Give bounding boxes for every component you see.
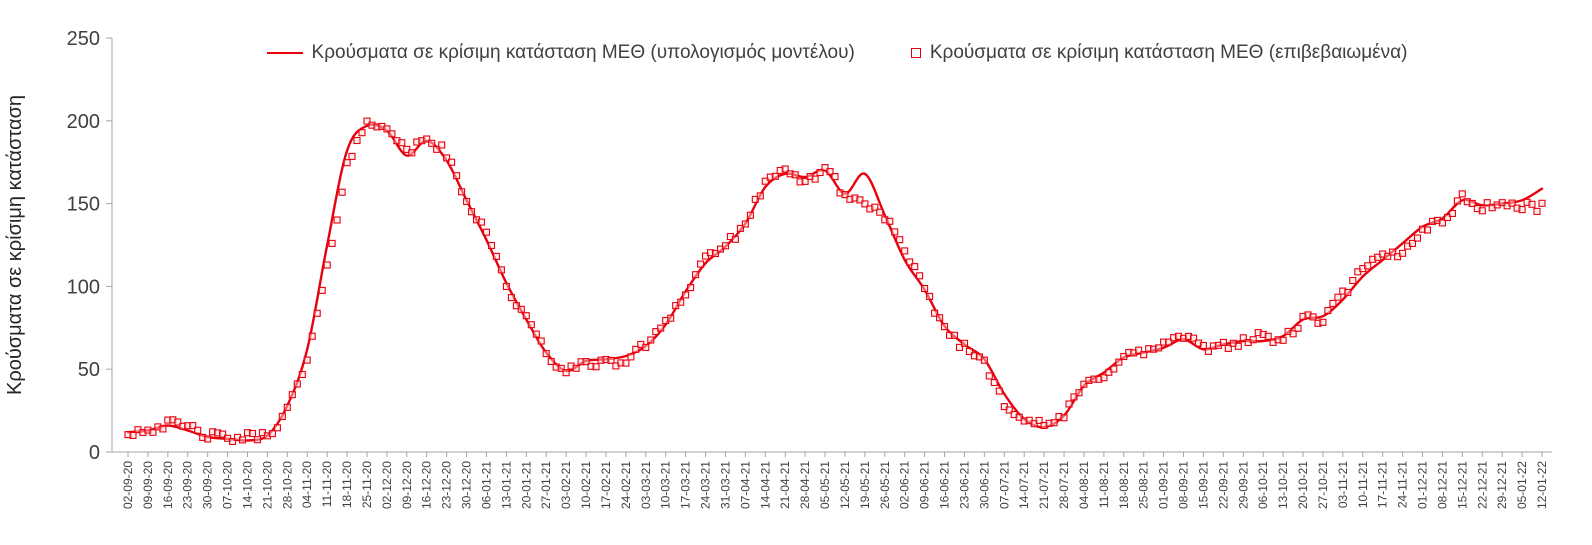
svg-text:21-10-20: 21-10-20 [260,461,274,509]
svg-text:19-05-21: 19-05-21 [858,461,872,509]
chart-legend: Κρούσματα σε κρίσιμη κατάσταση ΜΕΘ (υπολ… [112,42,1562,64]
svg-text:24-03-21: 24-03-21 [699,461,713,509]
svg-text:28-10-20: 28-10-20 [280,461,294,509]
y-axis-ticks: 0 50 100 150 200 250 [67,28,112,464]
x-axis-ticks: 02-09-20 09-09-20 16-09-20 23-09-20 30-09-20… [121,452,1549,509]
svg-text:0: 0 [89,442,100,464]
svg-text:11-08-21: 11-08-21 [1097,461,1111,508]
svg-text:27-01-21: 27-01-21 [539,461,553,509]
svg-text:25-08-21: 25-08-21 [1137,461,1151,509]
legend-label-model: Κρούσματα σε κρίσιμη κατάσταση ΜΕΘ (υπολ… [311,42,855,63]
svg-text:31-03-21: 31-03-21 [718,461,732,509]
y-axis-title: Κρούσματα σε κρίσιμη κατάσταση [4,94,26,396]
svg-text:20-10-21: 20-10-21 [1296,461,1310,509]
confirmed-markers-series [124,117,1546,446]
svg-text:24-02-21: 24-02-21 [619,461,633,509]
svg-text:09-06-21: 09-06-21 [918,461,932,509]
svg-text:28-07-21: 28-07-21 [1057,461,1071,509]
svg-text:07-10-20: 07-10-20 [221,461,235,509]
svg-text:02-09-20: 02-09-20 [121,461,135,509]
svg-text:04-08-21: 04-08-21 [1077,461,1091,509]
svg-text:10-03-21: 10-03-21 [659,461,673,509]
svg-text:16-06-21: 16-06-21 [938,461,952,509]
legend-square-marker-icon [910,48,921,58]
svg-text:05-05-21: 05-05-21 [818,461,832,509]
svg-text:26-05-21: 26-05-21 [878,461,892,509]
svg-text:03-03-21: 03-03-21 [639,461,653,509]
svg-text:18-08-21: 18-08-21 [1117,461,1131,509]
svg-text:14-10-20: 14-10-20 [240,461,254,509]
svg-text:21-07-21: 21-07-21 [1037,461,1051,509]
svg-text:09-09-20: 09-09-20 [141,461,155,509]
svg-text:01-12-21: 01-12-21 [1416,461,1430,509]
svg-text:13-01-21: 13-01-21 [499,461,513,509]
svg-text:06-01-21: 06-01-21 [479,461,493,509]
svg-text:29-12-21: 29-12-21 [1495,461,1509,509]
svg-text:01-09-21: 01-09-21 [1157,461,1171,509]
legend-line-swatch [266,52,303,54]
svg-text:50: 50 [78,359,100,381]
svg-text:10-11-21: 10-11-21 [1356,461,1370,508]
svg-text:100: 100 [67,276,100,298]
svg-text:04-11-20: 04-11-20 [300,461,314,508]
svg-text:16-09-20: 16-09-20 [161,461,175,509]
svg-text:24-11-21: 24-11-21 [1396,461,1410,508]
svg-text:20-01-21: 20-01-21 [519,461,533,509]
svg-text:29-09-21: 29-09-21 [1236,461,1250,509]
svg-text:16-12-20: 16-12-20 [420,461,434,509]
svg-text:06-10-21: 06-10-21 [1256,461,1270,509]
svg-text:23-06-21: 23-06-21 [957,461,971,509]
svg-text:08-12-21: 08-12-21 [1435,461,1449,509]
svg-text:15-12-21: 15-12-21 [1455,461,1469,509]
svg-text:11-11-20: 11-11-20 [320,461,334,508]
svg-text:13-10-21: 13-10-21 [1276,461,1290,509]
svg-text:03-11-21: 03-11-21 [1336,461,1350,508]
svg-text:09-12-20: 09-12-20 [400,461,414,509]
svg-text:07-04-21: 07-04-21 [738,461,752,509]
svg-text:25-11-20: 25-11-20 [360,461,374,508]
svg-text:18-11-20: 18-11-20 [340,461,354,508]
svg-text:23-09-20: 23-09-20 [181,461,195,509]
legend-item-model: Κρούσματα σε κρίσιμη κατάσταση ΜΕΘ (υπολ… [266,42,855,64]
svg-text:22-09-21: 22-09-21 [1216,461,1230,509]
legend-label-confirmed: Κρούσματα σε κρίσιμη κατάσταση ΜΕΘ (επιβ… [929,42,1408,63]
svg-text:17-03-21: 17-03-21 [679,461,693,509]
svg-text:17-11-21: 17-11-21 [1376,461,1390,508]
axes [111,38,1552,453]
svg-text:14-04-21: 14-04-21 [758,461,772,509]
svg-text:07-07-21: 07-07-21 [997,461,1011,509]
model-line-series [126,123,1544,442]
legend-item-confirmed: Κρούσματα σε κρίσιμη κατάσταση ΜΕΘ (επιβ… [910,42,1408,64]
svg-text:250: 250 [67,28,100,50]
svg-text:28-04-21: 28-04-21 [798,461,812,509]
svg-text:15-09-21: 15-09-21 [1196,461,1210,509]
svg-text:27-10-21: 27-10-21 [1316,461,1330,509]
svg-text:05-01-22: 05-01-22 [1515,461,1529,509]
svg-text:12-01-22: 12-01-22 [1535,461,1549,509]
svg-text:200: 200 [67,111,100,133]
svg-text:08-09-21: 08-09-21 [1177,461,1191,509]
svg-text:02-12-20: 02-12-20 [380,461,394,509]
svg-text:23-12-20: 23-12-20 [440,461,454,509]
svg-text:30-12-20: 30-12-20 [460,461,474,509]
svg-text:02-06-21: 02-06-21 [898,461,912,509]
svg-text:17-02-21: 17-02-21 [599,461,613,509]
svg-text:12-05-21: 12-05-21 [838,461,852,509]
svg-text:30-06-21: 30-06-21 [977,461,991,509]
svg-text:150: 150 [67,194,100,216]
svg-text:22-12-21: 22-12-21 [1475,461,1489,509]
svg-text:14-07-21: 14-07-21 [1017,461,1031,509]
svg-text:10-02-21: 10-02-21 [579,461,593,509]
svg-text:30-09-20: 30-09-20 [201,461,215,509]
svg-text:21-04-21: 21-04-21 [778,461,792,509]
svg-text:03-02-21: 03-02-21 [559,461,573,509]
